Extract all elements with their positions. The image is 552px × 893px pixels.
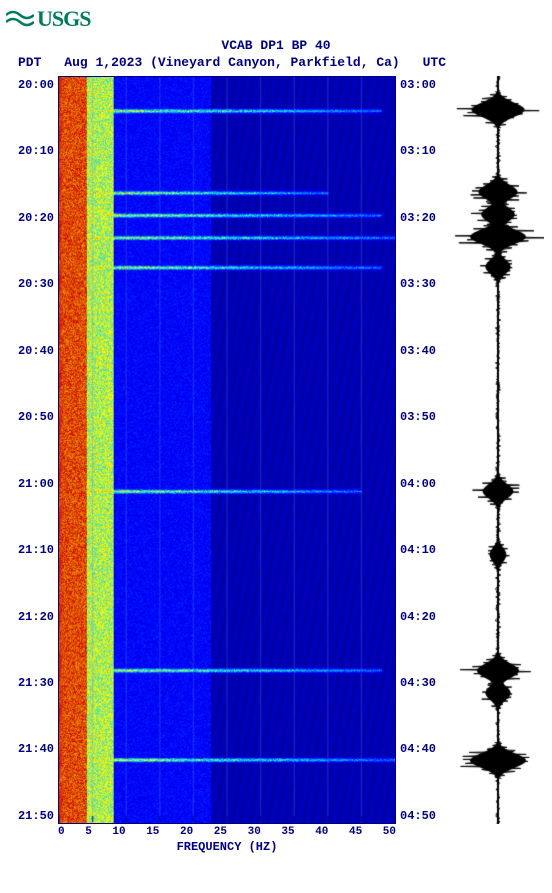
- utc-tick: 04:00: [400, 477, 448, 491]
- pdt-tick: 21:10: [6, 543, 54, 557]
- hz-tick: 0: [58, 826, 65, 838]
- utc-tick: 03:40: [400, 344, 448, 358]
- utc-tick: 04:10: [400, 543, 448, 557]
- pdt-tick: 21:50: [6, 809, 54, 823]
- pdt-tick: 20:10: [6, 144, 54, 158]
- pdt-tick: 21:00: [6, 477, 54, 491]
- hz-tick: 10: [112, 826, 125, 838]
- frequency-ticks: 0 5 10 15 20 25 30 35 40 45 50: [58, 826, 396, 838]
- chart-area: 20:00 20:10 20:20 20:30 20:40 20:50 21:00 21:10…: [6, 76, 546, 854]
- waveform-panel: [452, 76, 544, 824]
- pdt-time-axis: 20:00 20:10 20:20 20:30 20:40 20:50 21:00 21:10…: [6, 76, 58, 823]
- frequency-axis-label: FREQUENCY (HZ): [58, 840, 396, 854]
- chart-subtitle: PDT Aug 1,2023 (Vineyard Canyon, Parkfie…: [6, 55, 546, 70]
- hz-tick: 25: [214, 826, 227, 838]
- pdt-tick: 21:40: [6, 742, 54, 756]
- hz-tick: 15: [146, 826, 159, 838]
- utc-tick: 04:50: [400, 809, 448, 823]
- utc-time-axis: 03:00 03:10 03:20 03:30 03:40 03:50 04:00 04:10…: [396, 76, 448, 823]
- utc-tick: 04:20: [400, 610, 448, 624]
- utc-tick: 03:00: [400, 78, 448, 92]
- hz-tick: 35: [281, 826, 294, 838]
- waveform-canvas: [452, 76, 544, 824]
- hz-tick: 50: [383, 826, 396, 838]
- hz-tick: 40: [315, 826, 328, 838]
- tz-left: PDT: [18, 55, 41, 70]
- utc-tick: 03:30: [400, 277, 448, 291]
- pdt-tick: 21:30: [6, 676, 54, 690]
- usgs-logo: USGS: [6, 6, 546, 32]
- hz-tick: 5: [85, 826, 92, 838]
- pdt-tick: 20:40: [6, 344, 54, 358]
- hz-tick: 30: [248, 826, 261, 838]
- station-desc: Aug 1,2023 (Vineyard Canyon, Parkfield, …: [64, 55, 399, 70]
- hz-tick: 20: [180, 826, 193, 838]
- pdt-tick: 20:50: [6, 410, 54, 424]
- spectrogram-panel: 0 5 10 15 20 25 30 35 40 45 50 FREQUENCY (HZ): [58, 76, 396, 854]
- logo-text: USGS: [37, 6, 90, 32]
- pdt-tick: 20:00: [6, 78, 54, 92]
- chart-title: VCAB DP1 BP 40: [6, 38, 546, 55]
- utc-tick: 03:50: [400, 410, 448, 424]
- spectrogram-canvas: [58, 76, 396, 824]
- utc-tick: 04:30: [400, 676, 448, 690]
- wave-icon: [6, 9, 34, 29]
- tz-right: UTC: [423, 55, 446, 70]
- pdt-tick: 21:20: [6, 610, 54, 624]
- pdt-tick: 20:30: [6, 277, 54, 291]
- utc-tick: 03:20: [400, 211, 448, 225]
- utc-tick: 03:10: [400, 144, 448, 158]
- pdt-tick: 20:20: [6, 211, 54, 225]
- hz-tick: 45: [349, 826, 362, 838]
- utc-tick: 04:40: [400, 742, 448, 756]
